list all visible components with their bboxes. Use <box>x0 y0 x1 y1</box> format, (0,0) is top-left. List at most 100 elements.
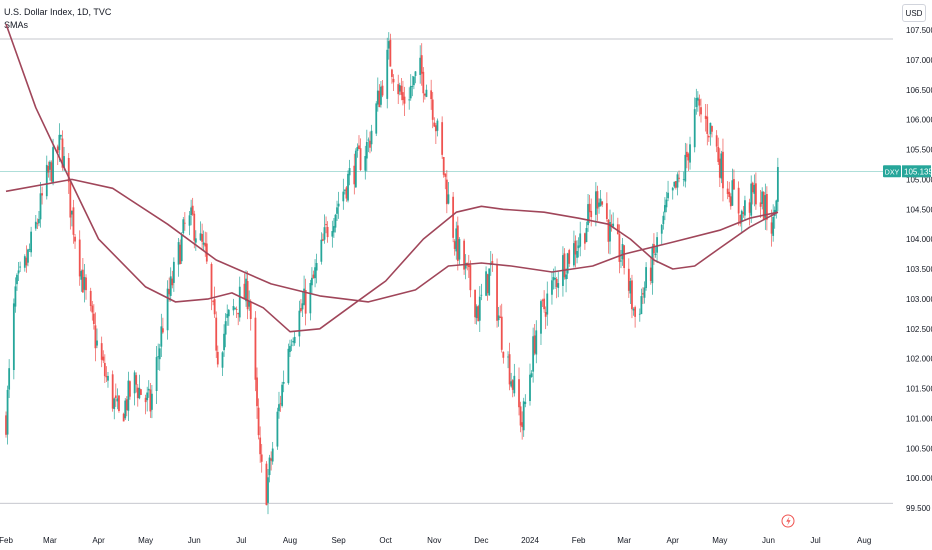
candle-body <box>530 373 533 378</box>
candle <box>39 181 42 228</box>
candle-body <box>100 343 103 360</box>
candle-body <box>391 69 393 77</box>
candle-body <box>656 237 658 253</box>
candle-body <box>601 201 604 205</box>
candle <box>387 32 390 60</box>
candle <box>256 367 258 419</box>
candle-body <box>135 375 138 385</box>
candle-body <box>751 182 754 193</box>
candle <box>210 262 213 311</box>
indicator-label[interactable]: SMAs <box>4 20 29 30</box>
candle-body <box>502 351 505 358</box>
candle-body <box>323 227 326 240</box>
time-axis[interactable]: Feb Mar Apr May Jun Jul Aug Sep Oct Nov Dec 2024 Feb… <box>0 536 871 545</box>
candle <box>557 271 560 298</box>
candle-body <box>270 458 273 461</box>
candle-body <box>398 85 401 92</box>
candle-body <box>312 274 315 279</box>
time-tick-label: Apr <box>667 536 680 545</box>
candle-body <box>271 448 274 462</box>
candle <box>698 94 701 117</box>
candle <box>138 374 141 400</box>
candle <box>243 273 246 300</box>
candle-body <box>673 181 676 187</box>
candle-body <box>555 278 558 287</box>
candle-body <box>452 196 455 238</box>
candle <box>111 370 114 412</box>
lightning-icon[interactable] <box>781 514 795 528</box>
candle-body <box>146 392 149 401</box>
candle <box>463 238 466 275</box>
candle-body <box>213 299 216 315</box>
candle <box>290 339 293 352</box>
candle-body <box>458 239 461 260</box>
candle <box>485 266 487 297</box>
candle-body <box>38 219 40 224</box>
candle <box>293 331 296 346</box>
price-axis[interactable]: 99.500 100.000 100.500 101.000 101.500 102.00… <box>906 26 932 513</box>
candle <box>5 411 7 438</box>
candle-body <box>631 280 633 310</box>
candle-body <box>343 189 346 191</box>
candle <box>728 181 731 203</box>
candle-body <box>638 313 641 315</box>
candle <box>524 394 527 408</box>
candle <box>502 351 505 364</box>
time-tick-label: Nov <box>427 536 441 545</box>
candle <box>753 174 756 207</box>
candle-body <box>61 138 64 168</box>
candle <box>114 383 117 407</box>
candle-body <box>474 289 476 318</box>
candle-body <box>116 398 119 402</box>
candle-body <box>618 234 621 262</box>
candle-body <box>376 90 379 105</box>
candle <box>629 277 632 305</box>
candle <box>8 359 11 398</box>
candle-body <box>151 393 153 410</box>
candle-body <box>27 249 29 263</box>
candle-body <box>541 300 544 302</box>
candle <box>85 274 87 300</box>
candle-body <box>309 282 312 314</box>
candle-body <box>649 267 652 281</box>
candle-body <box>750 183 753 216</box>
candle <box>444 173 447 190</box>
candle <box>103 354 106 383</box>
candle-body <box>160 326 163 347</box>
candle-body <box>215 317 218 351</box>
candle <box>392 74 395 91</box>
candle <box>704 103 707 132</box>
candle <box>400 78 403 101</box>
candle-body <box>147 388 150 391</box>
candle-body <box>627 268 630 291</box>
candle <box>491 253 494 272</box>
candle-body <box>63 156 65 168</box>
candle-body <box>610 224 613 226</box>
symbol-title[interactable]: U.S. Dollar Index, 1D, TVC <box>4 7 112 17</box>
candle-body <box>326 226 329 238</box>
candle <box>389 33 392 67</box>
candle-body <box>380 86 382 105</box>
candle-body <box>689 144 691 163</box>
candle <box>755 172 757 210</box>
candle-body <box>409 85 412 99</box>
candle-body <box>223 333 225 351</box>
candle-body <box>540 301 542 334</box>
currency-button[interactable]: USD <box>902 4 926 22</box>
candle-body <box>508 354 511 385</box>
candle-body <box>707 135 710 138</box>
candle-body <box>543 298 546 310</box>
candle-body <box>400 85 403 95</box>
candle-body <box>491 261 494 264</box>
candle-body <box>96 340 98 346</box>
candle-body <box>676 174 679 188</box>
candle <box>49 160 51 181</box>
candle-body <box>513 375 516 394</box>
candle-body <box>81 269 84 293</box>
candle-body <box>566 253 569 274</box>
candle-body <box>85 277 87 291</box>
candle-body <box>298 310 301 337</box>
candle-body <box>425 89 428 97</box>
candle <box>72 199 75 244</box>
